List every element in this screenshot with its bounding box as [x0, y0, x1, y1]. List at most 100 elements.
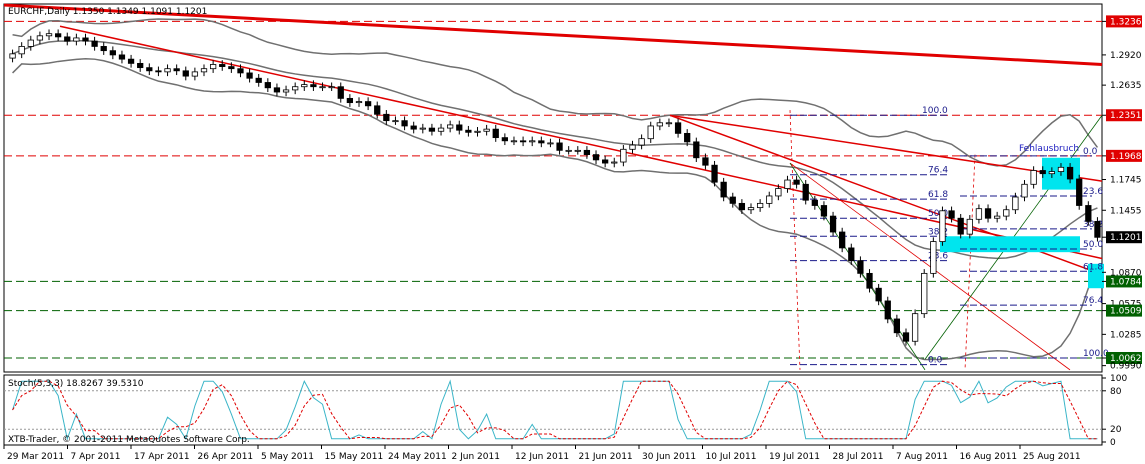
candle-body: [292, 86, 299, 91]
stoch-tick-label: 100: [1110, 374, 1127, 384]
candle-body: [173, 68, 180, 72]
x-tick-label: 15 May 2011: [325, 452, 384, 462]
x-tick-label: 16 Aug 2011: [960, 452, 1018, 462]
candle-body: [611, 161, 618, 164]
band-middle: [12, 39, 1098, 260]
candle-body: [9, 53, 16, 59]
candle-body: [237, 68, 244, 74]
candle-body: [1076, 178, 1083, 206]
fib-label: 76.4: [928, 166, 948, 176]
stoch-d-line: [12, 380, 1098, 440]
fehlausbruch-label: Fehlausbruch: [1019, 144, 1079, 154]
x-tick-label: 24 May 2011: [388, 452, 447, 462]
candle-body: [711, 164, 718, 183]
candle-body: [592, 154, 600, 161]
x-tick-label: 10 Jul 2011: [706, 452, 757, 462]
candle-body: [1057, 166, 1065, 172]
candle-body: [364, 101, 372, 107]
fib-label: 23.6: [928, 252, 948, 262]
candle-body: [802, 183, 809, 201]
fib-label: 61.8: [928, 190, 948, 200]
x-tick-label: 19 Jul 2011: [769, 452, 820, 462]
x-tick-label: 21 Jun 2011: [579, 452, 633, 462]
candle-body: [273, 87, 281, 93]
candle-body: [355, 101, 363, 104]
candle-body: [219, 64, 226, 67]
fib-label: 100.0: [922, 106, 948, 116]
x-tick-label: 7 Apr 2011: [71, 452, 121, 462]
candle-body: [36, 35, 44, 41]
x-tick-label: 12 Jun 2011: [515, 452, 569, 462]
candle-body: [1012, 196, 1019, 211]
candle-body: [91, 40, 98, 47]
candle-body: [100, 46, 107, 52]
fib-label: 23.6: [1083, 187, 1103, 197]
y-label-box: [1106, 231, 1142, 244]
candle-body: [638, 138, 645, 146]
x-tick-label: 29 Mar 2011: [7, 452, 64, 462]
candle-body: [474, 130, 481, 133]
y-tick-label: 1.1201: [1110, 233, 1142, 243]
candle-body: [665, 122, 673, 125]
y-tick-label: 1.0509: [1110, 307, 1142, 317]
candle-body: [419, 127, 426, 130]
y-label-box: [1106, 304, 1142, 317]
trendline-thin: [789, 162, 1071, 371]
candle-body: [620, 148, 627, 163]
stoch-tick-label: 80: [1110, 387, 1122, 397]
candle-body: [574, 149, 581, 152]
price-pane: [3, 3, 1103, 373]
trendline-long: [3, 3, 1103, 66]
trend-overlays: 100.0 76.4 61.8 50.0 38.2 23.6 0.0 0.0 23.6 38.2 5…: [3, 3, 1109, 371]
candle-body: [602, 159, 609, 164]
candle-body: [146, 67, 153, 72]
x-tick-label: 30 Jun 2011: [642, 452, 696, 462]
candle-body: [538, 140, 545, 144]
candlesticks: [9, 29, 1101, 346]
stochastic-oscillator: 100 80 20 0: [4, 374, 1127, 448]
candle-body: [328, 86, 335, 89]
candle-body: [674, 122, 682, 134]
candle-body: [720, 181, 727, 198]
candle-body: [766, 195, 773, 204]
chart-title: EURCHF,Daily 1.1350 1.1349 1.1091 1.1201: [8, 7, 207, 17]
fib-label: 100.0: [1083, 349, 1109, 359]
candle-body: [775, 188, 782, 197]
x-tick-label: 28 Jul 2011: [833, 452, 884, 462]
x-tick-label: 7 Aug 2011: [896, 452, 948, 462]
candle-body: [693, 141, 700, 159]
y-tick-label: 0.9990: [1110, 362, 1142, 372]
candle-body: [939, 210, 946, 242]
candle-body: [984, 208, 992, 219]
candle-body: [401, 120, 408, 127]
y-label-box: [1106, 352, 1142, 365]
candle-body: [793, 179, 800, 185]
candle-body: [456, 124, 463, 131]
y-tick-label: 1.2351: [1110, 111, 1142, 121]
y-label-box: [1106, 109, 1142, 122]
candle-body: [519, 140, 527, 143]
candle-body: [164, 68, 171, 73]
candle-body: [428, 127, 436, 132]
candle-body: [346, 97, 354, 104]
y-label-box: [1106, 15, 1142, 28]
candle-body: [829, 215, 837, 233]
candle-body: [64, 36, 71, 42]
candle-body: [811, 199, 818, 206]
stoch-tick-label: 0: [1110, 438, 1116, 448]
x-tick-label: 2 Jun 2011: [452, 452, 500, 462]
candle-body: [966, 218, 973, 235]
candle-body: [447, 124, 454, 129]
candle-body: [209, 64, 217, 70]
candle-body: [857, 260, 864, 274]
candle-body: [45, 33, 53, 37]
candle-body: [866, 272, 873, 289]
fib-label: 0.0: [1083, 147, 1098, 157]
copyright-text: XTB-Trader, © 2001-2011 MetaQuotes Softw…: [8, 435, 250, 445]
candle-body: [337, 86, 344, 99]
y-tick-label: 1.0285: [1110, 330, 1142, 340]
x-tick-label: 25 Aug 2011: [1023, 452, 1081, 462]
candle-body: [127, 58, 135, 64]
